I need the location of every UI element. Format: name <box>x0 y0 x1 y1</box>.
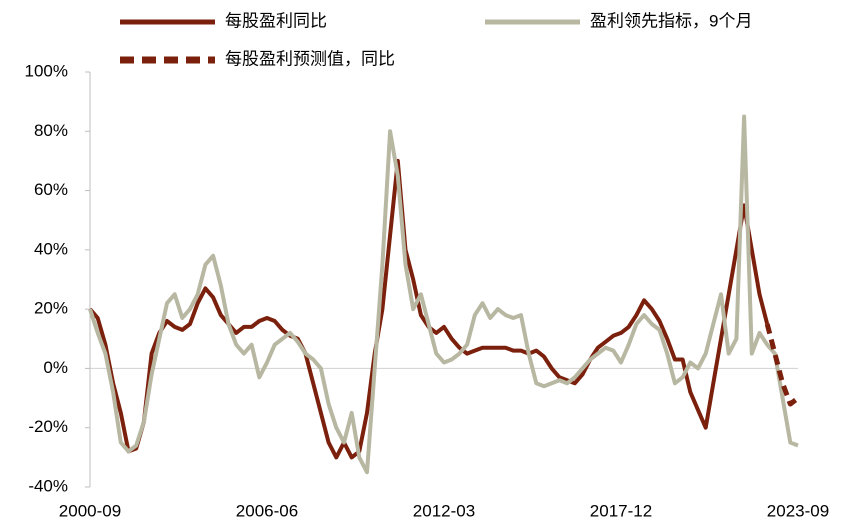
series-line <box>88 114 799 475</box>
y-tick-label: -20% <box>28 417 68 436</box>
legend-label: 每股盈利预测值，同比 <box>225 49 395 68</box>
y-tick-label: 60% <box>34 180 68 199</box>
legend-label: 每股盈利同比 <box>225 11 327 30</box>
x-tick-label: 2012-03 <box>413 501 475 520</box>
y-tick-label: 40% <box>34 239 68 258</box>
x-tick-label: 2006-06 <box>236 501 298 520</box>
legend-label: 盈利领先指标，9个月 <box>590 11 752 30</box>
series-line <box>764 323 800 407</box>
y-tick-label: 80% <box>34 121 68 140</box>
y-tick-label: 100% <box>25 61 68 80</box>
x-tick-label: 2000-09 <box>59 501 121 520</box>
y-tick-label: 0% <box>43 358 68 377</box>
x-tick-label: 2023-09 <box>767 501 829 520</box>
x-tick-label: 2017-12 <box>590 501 652 520</box>
y-tick-label: -40% <box>28 476 68 495</box>
y-tick-label: 20% <box>34 299 68 318</box>
